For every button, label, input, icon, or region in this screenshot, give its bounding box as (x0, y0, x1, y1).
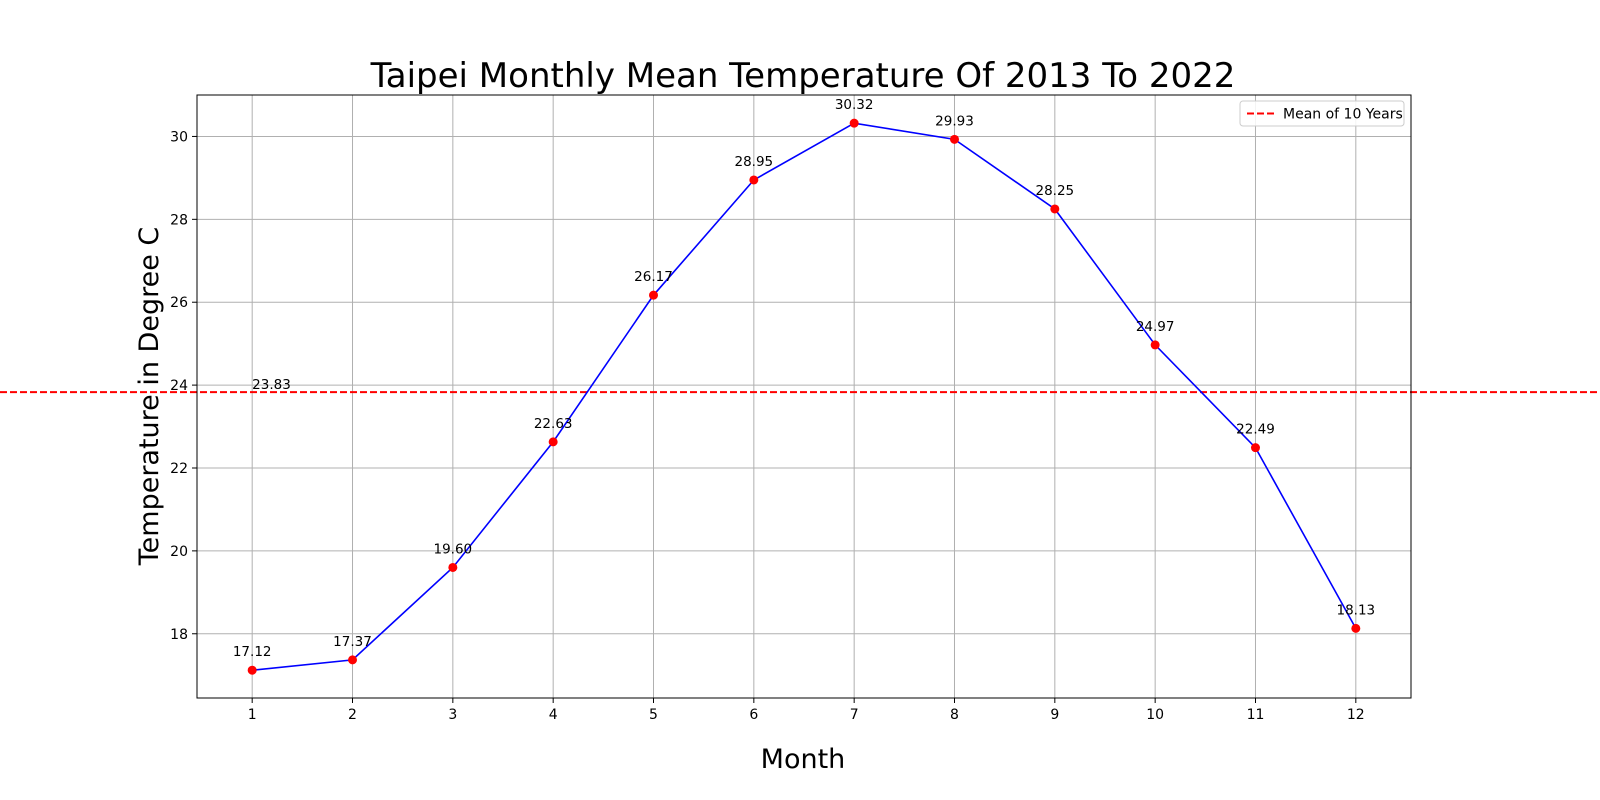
mean-line-group: 23.83 (0, 377, 1600, 394)
data-point (548, 437, 558, 447)
data-point (1250, 443, 1260, 453)
x-axis-ticks: 1 2 3 4 5 6 7 8 9 10 11 12 (248, 698, 1365, 723)
data-point (1050, 204, 1060, 214)
data-point-label: 19.60 (434, 541, 473, 557)
y-axis-label: Temperature in Degree C (134, 227, 165, 567)
data-point-label: 28.95 (735, 154, 774, 170)
chart-title: Taipei Monthly Mean Temperature Of 2013 … (370, 56, 1236, 96)
y-tick-label: 24 (170, 378, 188, 394)
x-tick-label: 3 (448, 707, 457, 723)
legend-box (1239, 100, 1405, 127)
data-point-label: 22.63 (534, 416, 573, 432)
x-tick-label: 9 (1050, 707, 1059, 723)
data-labels: 17.12 17.37 19.60 22.63 26.17 28.95 30.32 29.93… (233, 97, 1375, 660)
y-tick-label: 18 (170, 627, 188, 643)
y-tick-label: 26 (170, 295, 188, 311)
y-tick-label: 28 (170, 212, 188, 228)
plot-area-frame (196, 94, 1412, 699)
x-tick-label: 8 (950, 707, 959, 723)
x-tick-label: 11 (1247, 707, 1265, 723)
data-point-label: 24.97 (1136, 319, 1175, 335)
y-tick-label: 20 (170, 544, 188, 560)
series-group (247, 118, 1361, 675)
y-tick-label: 30 (170, 129, 188, 145)
y-tick-label: 22 (170, 461, 188, 477)
data-point-label: 26.17 (634, 269, 673, 285)
x-tick-label: 2 (348, 707, 357, 723)
data-point-label: 17.12 (233, 644, 272, 660)
data-point (1351, 623, 1361, 633)
mean-line-label: 23.83 (252, 377, 291, 393)
data-point (348, 655, 358, 665)
x-tick-label: 6 (749, 707, 758, 723)
y-axis-ticks: 18 20 22 24 26 28 30 (170, 129, 197, 643)
data-point (749, 175, 759, 185)
data-point (1150, 340, 1160, 350)
series-line (252, 122, 1357, 672)
x-tick-label: 12 (1347, 707, 1365, 723)
x-tick-label: 7 (850, 707, 859, 723)
grid-lines (197, 95, 1411, 698)
data-point (448, 562, 458, 572)
x-tick-label: 10 (1146, 707, 1164, 723)
x-tick-label: 5 (649, 707, 658, 723)
data-point (949, 134, 959, 144)
data-point-label: 18.13 (1336, 602, 1375, 618)
data-point-label: 22.49 (1236, 422, 1275, 438)
data-point (849, 118, 859, 128)
x-tick-label: 1 (248, 707, 257, 723)
data-point (649, 290, 659, 300)
data-point (247, 665, 257, 675)
x-axis-label: Month (761, 744, 846, 775)
legend-label-mean: Mean of 10 Years (1283, 107, 1403, 123)
data-point-label: 28.25 (1035, 183, 1074, 199)
data-point-label: 17.37 (333, 634, 372, 650)
data-point-label: 30.32 (835, 97, 874, 113)
data-point-label: 29.93 (935, 113, 974, 129)
legend: Mean of 10 Years (1239, 100, 1405, 127)
x-tick-label: 4 (549, 707, 558, 723)
